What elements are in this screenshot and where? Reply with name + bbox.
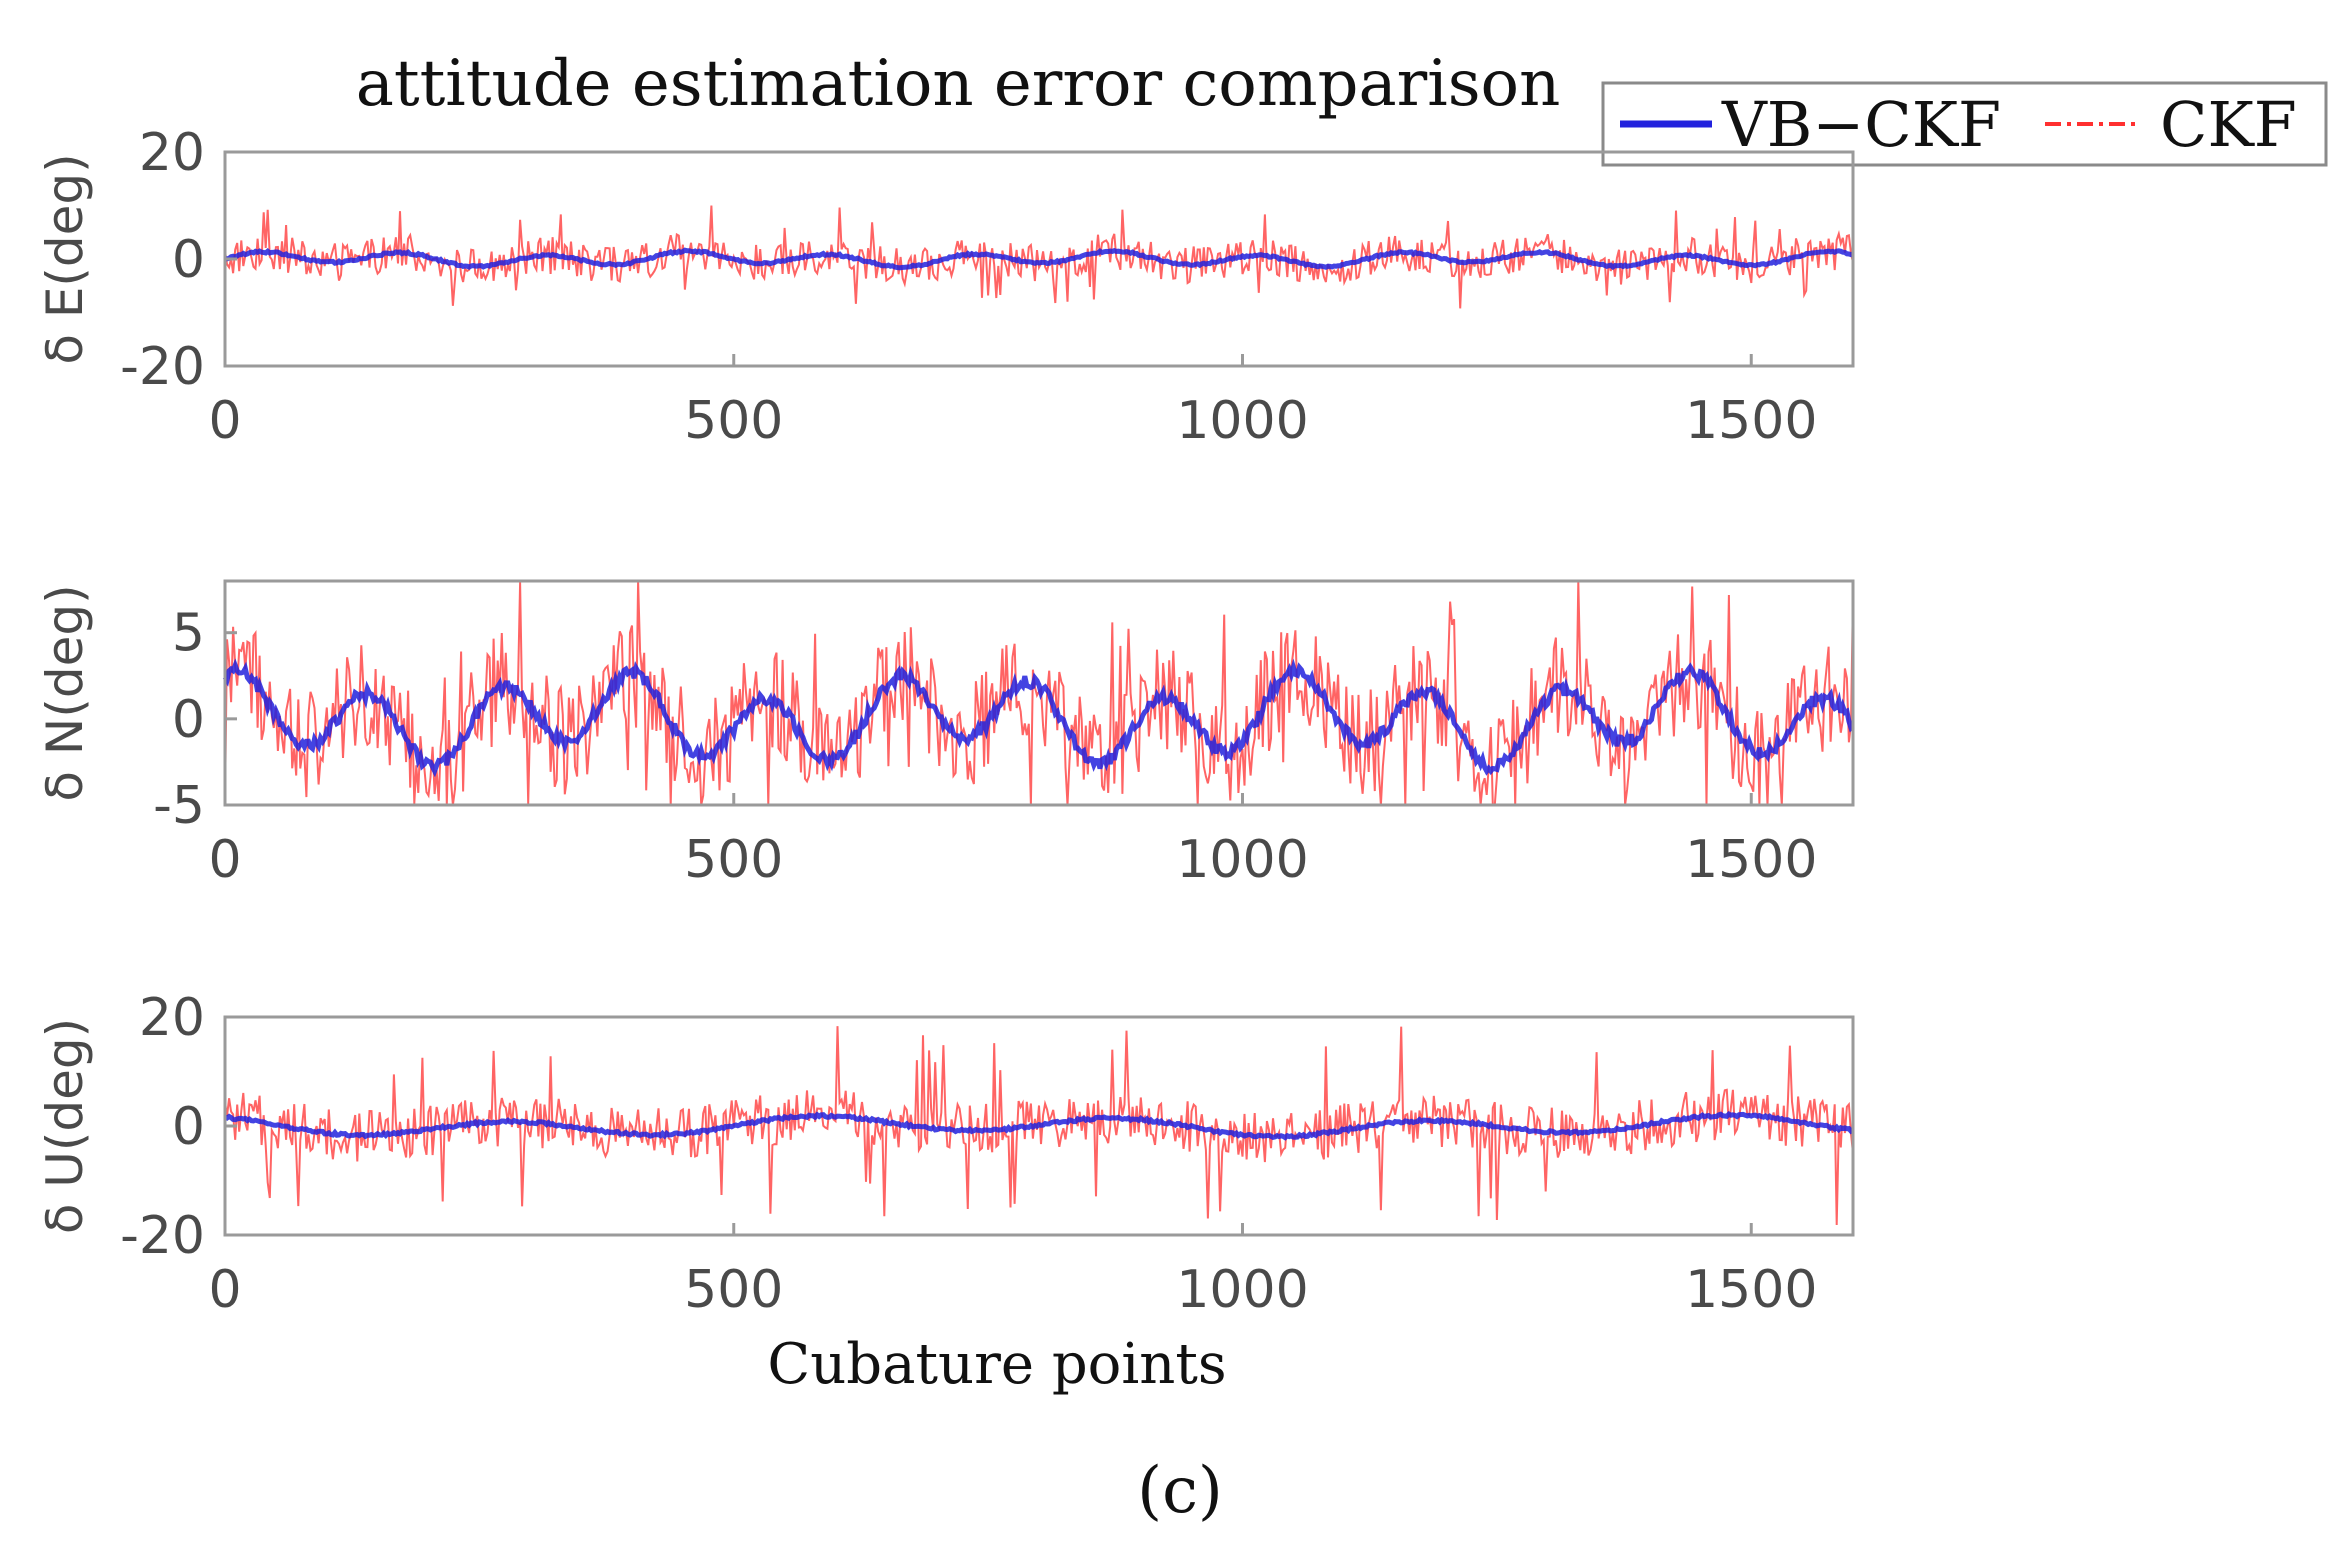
- x-tick-label: 1000: [1176, 391, 1308, 451]
- x-axis-label: Cubature points: [767, 1332, 1226, 1397]
- y-tick-label: -5: [153, 776, 205, 836]
- x-tick-label: 1000: [1176, 1260, 1308, 1320]
- x-tick-label: 1500: [1685, 1260, 1817, 1320]
- ticks-north: 0 500 1000 1500-505: [153, 604, 1817, 890]
- x-tick-label: 0: [208, 1260, 241, 1320]
- y-axis-label-up: δ U(deg): [36, 1018, 94, 1234]
- x-tick-label: 1000: [1176, 830, 1308, 890]
- series-vbckf-north: [222, 658, 1855, 778]
- series-ckf-east: [224, 205, 1854, 309]
- x-tick-label: 1500: [1685, 830, 1817, 890]
- y-tick-label: -20: [120, 1206, 205, 1266]
- legend-label-ckf: CKF: [2160, 88, 2297, 161]
- vbckf-line: [224, 1110, 1855, 1141]
- panel-north: 0 500 1000 1500-505 δ N(deg): [36, 579, 1855, 890]
- axes-box-north: [223, 579, 1855, 807]
- y-axis-label-north: δ N(deg): [36, 584, 94, 801]
- chart-title: attitude estimation error comparison: [356, 47, 1561, 121]
- y-tick-label: 20: [139, 123, 205, 183]
- y-tick-label: -20: [120, 337, 205, 397]
- x-tick-label: 500: [684, 1260, 783, 1320]
- x-tick-label: 0: [208, 391, 241, 451]
- x-tick-label: 500: [684, 830, 783, 890]
- legend-label-vbckf: VB−CKF: [1721, 88, 2001, 161]
- y-tick-label: 0: [172, 230, 205, 290]
- x-tick-label: 1500: [1685, 391, 1817, 451]
- x-tick-label: 500: [684, 391, 783, 451]
- ckf-line: [224, 205, 1854, 309]
- plot-area-up: [224, 1026, 1855, 1226]
- vbckf-line: [222, 658, 1855, 778]
- panel-label: (c): [1137, 1454, 1223, 1528]
- y-axis-label-east: δ E(deg): [36, 153, 94, 364]
- y-tick-label: 0: [172, 1097, 205, 1157]
- series-vbckf-up: [224, 1110, 1855, 1141]
- y-tick-label: 20: [139, 988, 205, 1048]
- y-tick-label: 5: [172, 604, 205, 664]
- y-tick-label: 0: [172, 690, 205, 750]
- plot-area-north: [222, 580, 1855, 807]
- vbckf-line: [224, 247, 1854, 271]
- x-tick-label: 0: [208, 830, 241, 890]
- plot-area-east: [224, 205, 1854, 309]
- series-vbckf-east: [224, 247, 1854, 271]
